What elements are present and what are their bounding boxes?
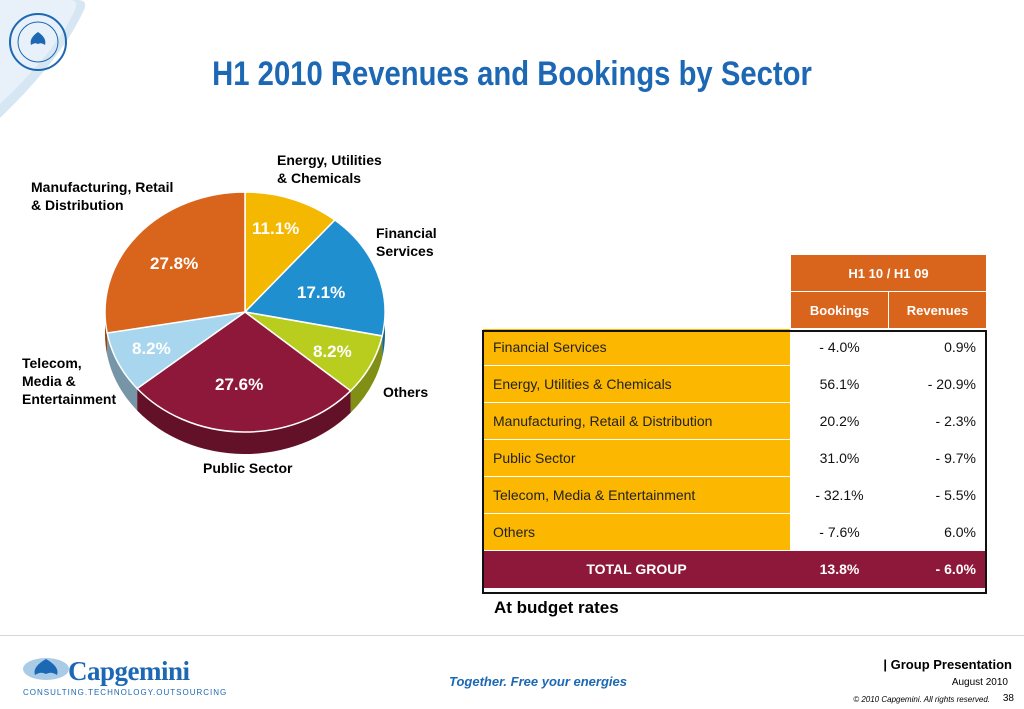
slice-label-financial: Financial Services bbox=[376, 225, 437, 259]
column-header-revenues: Revenues bbox=[888, 291, 987, 329]
bookings-cell: - 32.1% bbox=[790, 476, 889, 514]
sector-cell: Financial Services bbox=[482, 328, 791, 366]
pie-slice-side bbox=[382, 312, 385, 358]
sector-growth-table: H1 10 / H1 09 Bookings Revenues Financia… bbox=[482, 254, 987, 588]
company-tagline: CONSULTING.TECHNOLOGY.OUTSOURCING bbox=[23, 688, 228, 697]
sector-cell: Telecom, Media & Entertainment bbox=[482, 476, 791, 514]
footer-slogan: Together. Free your energies bbox=[449, 674, 627, 689]
slice-value-others: 8.2% bbox=[313, 342, 352, 361]
revenues-cell: - 5.5% bbox=[888, 476, 987, 514]
slice-label-telecom: Telecom, Media & Entertainment bbox=[22, 355, 117, 407]
pie-slice bbox=[243, 219, 386, 337]
revenues-cell: - 2.3% bbox=[888, 402, 987, 440]
bookings-cell: - 4.0% bbox=[790, 328, 889, 366]
capgemini-spades-icon bbox=[23, 658, 69, 680]
table-row: Others - 7.6% 6.0% bbox=[482, 513, 987, 551]
revenues-cell: - 20.9% bbox=[888, 365, 987, 403]
pie-slice bbox=[104, 191, 246, 334]
slice-label-others: Others bbox=[383, 384, 429, 400]
table-row: Financial Services - 4.0% 0.9% bbox=[482, 328, 987, 366]
page-number: 38 bbox=[1002, 693, 1014, 704]
pie-slice bbox=[135, 311, 352, 433]
bookings-cell: 20.2% bbox=[790, 402, 889, 440]
bookings-cell: - 7.6% bbox=[790, 513, 889, 551]
total-label: TOTAL GROUP bbox=[482, 550, 791, 588]
slice-label-energy: Energy, Utilities & Chemicals bbox=[277, 152, 382, 186]
table-row: Energy, Utilities & Chemicals 56.1% - 20… bbox=[482, 365, 987, 403]
revenues-cell: 6.0% bbox=[888, 513, 987, 551]
copyright-notice: © 2010 Capgemini. All rights reserved. bbox=[853, 695, 990, 704]
slice-value-telecom: 8.2% bbox=[132, 339, 171, 358]
revenues-cell: - 9.7% bbox=[888, 439, 987, 477]
column-header-bookings: Bookings bbox=[790, 291, 889, 329]
revenues-cell: 0.9% bbox=[888, 328, 987, 366]
total-bookings: 13.8% bbox=[790, 550, 889, 588]
slice-value-public: 27.6% bbox=[215, 375, 264, 394]
table-group-header: H1 10 / H1 09 bbox=[790, 254, 987, 292]
table-row: Public Sector 31.0% - 9.7% bbox=[482, 439, 987, 477]
presentation-date: August 2010 bbox=[951, 677, 1008, 688]
sector-cell: Manufacturing, Retail & Distribution bbox=[482, 402, 791, 440]
page-title: H1 2010 Revenues and Bookings by Sector bbox=[212, 55, 812, 93]
slice-label-public: Public Sector bbox=[203, 460, 293, 476]
pie-slice bbox=[244, 191, 337, 314]
slice-value-financial: 17.1% bbox=[297, 283, 346, 302]
slice-value-manufacturing: 27.8% bbox=[150, 254, 199, 273]
company-logo-text: Capgemini bbox=[68, 656, 190, 686]
bookings-cell: 31.0% bbox=[790, 439, 889, 477]
total-row: TOTAL GROUP 13.8% - 6.0% bbox=[482, 550, 987, 588]
pie-slice-side bbox=[137, 388, 351, 454]
sector-cell: Public Sector bbox=[482, 439, 791, 477]
presentation-name: | Group Presentation bbox=[883, 657, 1012, 672]
bookings-cell: 56.1% bbox=[790, 365, 889, 403]
sector-pie-chart bbox=[104, 191, 386, 454]
slice-label-manufacturing: Manufacturing, Retail & Distribution bbox=[31, 179, 174, 213]
sector-cell: Energy, Utilities & Chemicals bbox=[482, 365, 791, 403]
pie-slice-side bbox=[107, 333, 138, 411]
corner-seal-icon bbox=[0, 0, 86, 118]
budget-rates-note: At budget rates bbox=[494, 598, 619, 617]
table-row: Telecom, Media & Entertainment - 32.1% -… bbox=[482, 476, 987, 514]
footer-divider bbox=[0, 635, 1024, 636]
sector-cell: Others bbox=[482, 513, 791, 551]
table-row: Manufacturing, Retail & Distribution 20.… bbox=[482, 402, 987, 440]
total-revenues: - 6.0% bbox=[888, 550, 987, 588]
slice-value-energy: 11.1% bbox=[252, 219, 300, 238]
pie-slice-side bbox=[350, 335, 383, 413]
